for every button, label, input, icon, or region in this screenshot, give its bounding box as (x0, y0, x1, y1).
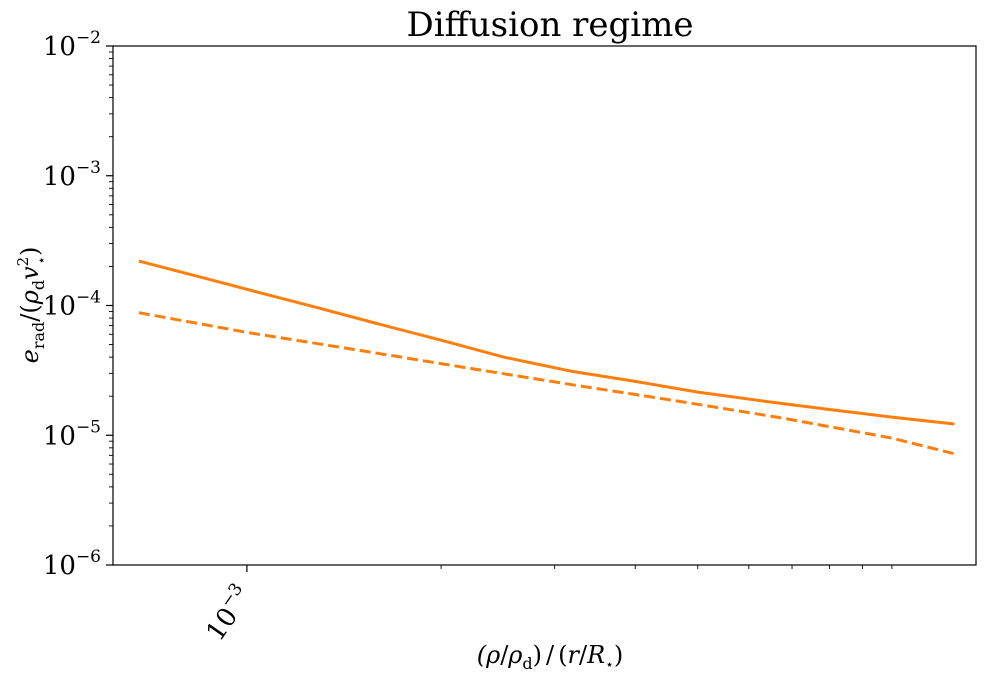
y-tick-label: 10−3 (43, 158, 101, 192)
y-tick-label: 10−5 (43, 417, 101, 451)
series-line-dashed (138, 311, 955, 456)
series-line-solid (138, 259, 955, 426)
chart-title: Diffusion regime (406, 5, 693, 45)
plot-frame (112, 45, 977, 566)
x-axis-label: (ρ/ρd) / (r/R⋆) (477, 641, 624, 673)
y-tick-label: 10−4 (43, 288, 101, 322)
y-axis-label: erad/(ρdv2 ⋆) (14, 247, 50, 364)
x-tick-label: 10−3 (197, 580, 258, 647)
y-tick-label: 10−2 (43, 28, 101, 62)
y-tick-label: 10−6 (43, 547, 101, 581)
plot-area: 10−6 10−5 10−4 10−3 10−2 10−3 (43, 28, 955, 647)
